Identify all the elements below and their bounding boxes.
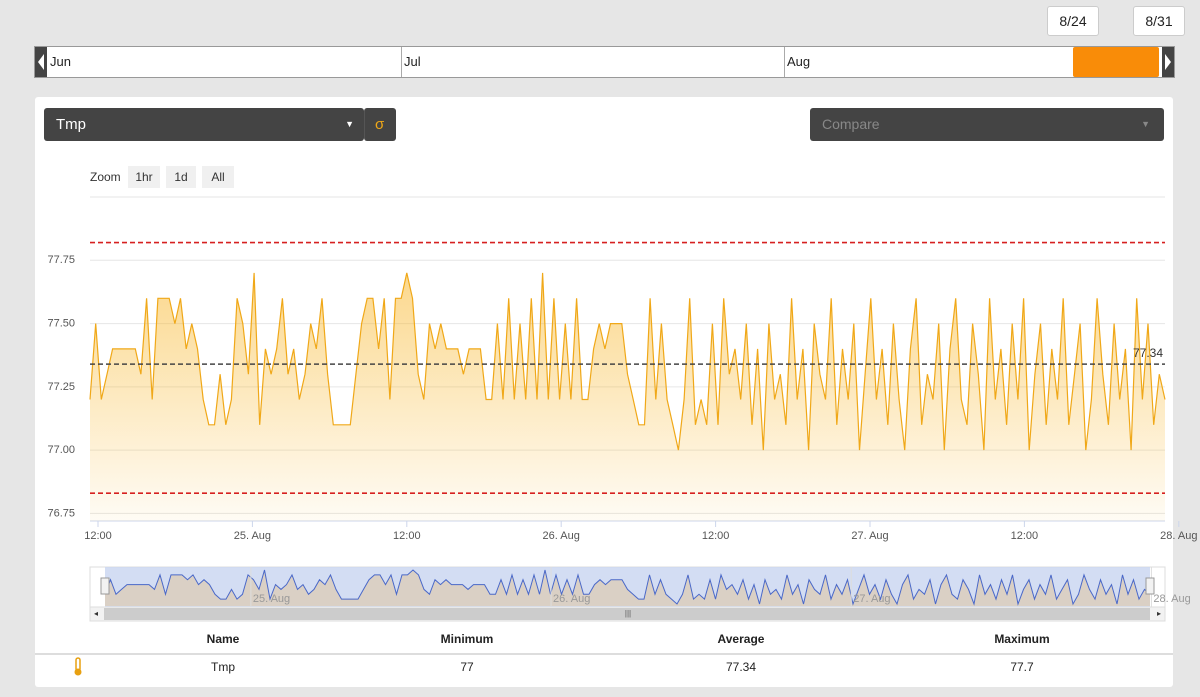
zoom-button[interactable]: 1hr bbox=[128, 166, 160, 188]
area bbox=[90, 272, 1165, 521]
table-header: Maximum bbox=[994, 632, 1050, 646]
selected-range[interactable] bbox=[1073, 47, 1159, 77]
y-tick-label: 77.75 bbox=[47, 254, 75, 266]
month-label[interactable]: Jun bbox=[50, 54, 71, 69]
compare-dropdown[interactable]: Compare ▼ bbox=[810, 108, 1164, 141]
x-tick-label: 12:00 bbox=[84, 530, 112, 542]
navigator-label: 25. Aug bbox=[253, 593, 290, 605]
x-tick-label: 26. Aug bbox=[543, 530, 580, 542]
table-header: Name bbox=[206, 632, 240, 646]
navigator-handle[interactable] bbox=[1145, 577, 1155, 595]
timeline: Jun Jul Aug bbox=[34, 46, 1175, 78]
navigator-line bbox=[104, 569, 1151, 606]
month-label[interactable]: Jul bbox=[401, 47, 421, 77]
navigator-label: 26. Aug bbox=[553, 593, 590, 605]
sigma-button[interactable]: σ bbox=[364, 108, 396, 141]
line bbox=[89, 272, 1166, 451]
x-tick-label: 28. Aug bbox=[1160, 530, 1197, 542]
x-tick-label: 25. Aug bbox=[234, 530, 271, 542]
scrollbar-left: ◂ bbox=[94, 609, 98, 618]
table-header: Average bbox=[717, 632, 765, 646]
sensor-dropdown[interactable]: Tmp ▼ bbox=[44, 108, 364, 141]
y-tick-label: 77.50 bbox=[47, 317, 75, 329]
compare-placeholder: Compare bbox=[822, 116, 880, 132]
timeline-left-arrow[interactable] bbox=[35, 47, 47, 77]
scrollbar-grip: ||| bbox=[625, 609, 631, 618]
zoom-button[interactable]: All bbox=[202, 166, 234, 188]
x-tick-label: 12:00 bbox=[702, 530, 730, 542]
range-end-tooltip: 8/31 bbox=[1133, 6, 1185, 36]
navigator-label: 27. Aug bbox=[853, 593, 890, 605]
range-start-tooltip: 8/24 bbox=[1047, 6, 1099, 36]
navigator-label: 28. Aug bbox=[1153, 593, 1190, 605]
x-tick-label: 27. Aug bbox=[851, 530, 888, 542]
dropdown-caret: ▼ bbox=[1141, 119, 1150, 129]
y-tick-label: 77.25 bbox=[47, 381, 75, 393]
zoom-label: Zoom bbox=[90, 170, 121, 184]
x-tick-label: 12:00 bbox=[393, 530, 421, 542]
table-cell: 77.34 bbox=[725, 660, 757, 674]
y-tick-label: 77.00 bbox=[47, 444, 75, 456]
navigator-area bbox=[105, 570, 1150, 606]
table-cell: 77.7 bbox=[1010, 660, 1034, 674]
y-tick-label: 76.75 bbox=[47, 507, 75, 519]
table-header: Minimum bbox=[440, 632, 494, 646]
sensor-name: Tmp bbox=[56, 116, 86, 133]
scrollbar-thumb[interactable] bbox=[104, 608, 1150, 620]
navigator-selection bbox=[105, 567, 1150, 607]
mean-label: 77.34 bbox=[1133, 346, 1163, 360]
table-divider bbox=[35, 653, 1173, 655]
table-cell: 77 bbox=[460, 660, 474, 674]
zoom-button[interactable]: 1d bbox=[166, 166, 196, 188]
month-label[interactable]: Aug bbox=[784, 47, 810, 77]
thermometer-icon bbox=[72, 657, 84, 682]
x-tick-label: 12:00 bbox=[1011, 530, 1039, 542]
dropdown-caret: ▼ bbox=[345, 119, 354, 129]
scrollbar-right: ▸ bbox=[1157, 609, 1161, 618]
timeline-right-arrow[interactable] bbox=[1162, 47, 1174, 77]
table-cell: Tmp bbox=[211, 660, 235, 674]
navigator-handle[interactable] bbox=[100, 577, 110, 595]
